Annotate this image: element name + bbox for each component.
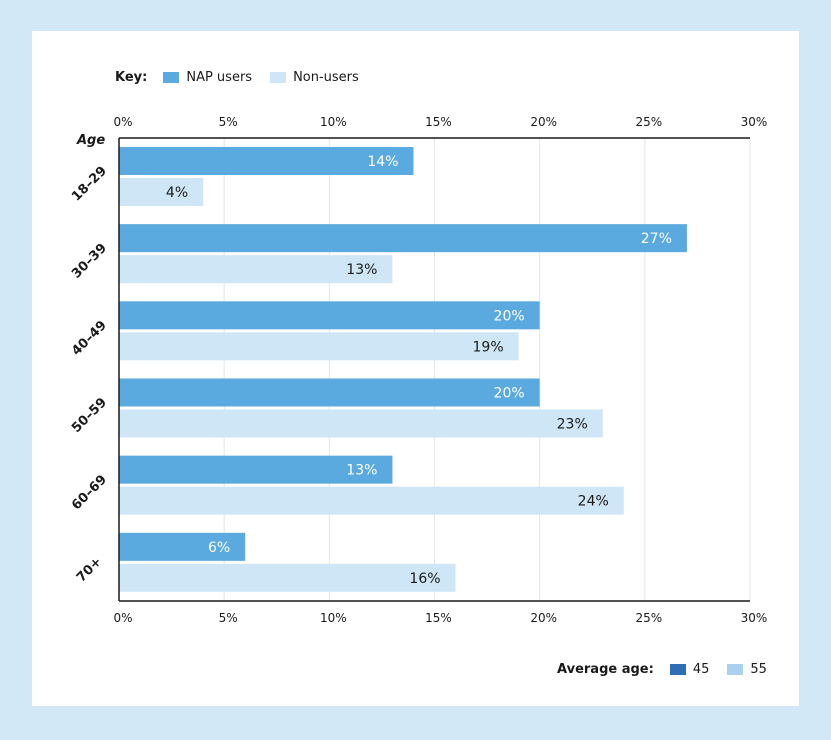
legend-label-nap-users: NAP users — [186, 70, 253, 85]
bar-value-label: 27% — [641, 231, 672, 247]
legend-item-non-users: Non-users — [270, 70, 359, 85]
bar-value-label: 13% — [346, 262, 377, 278]
x-tick-label-top: 15% — [425, 115, 452, 129]
bar-non-users — [119, 178, 204, 206]
bar-nap-users — [119, 224, 687, 253]
bar-non-users — [119, 486, 624, 515]
legend: Key: NAP users Non-users — [115, 70, 377, 85]
average-age-value-non-users: 55 — [750, 662, 767, 677]
average-age-swatch-nap-users — [669, 664, 686, 675]
x-tick-label-bottom: 10% — [320, 611, 347, 625]
chart-card — [32, 31, 799, 706]
average-age-value-nap-users: 45 — [692, 662, 710, 677]
average-age-legend: Average age: 45 55 — [557, 662, 785, 677]
bar-non-users — [119, 563, 456, 592]
bar-value-label: 19% — [473, 339, 504, 355]
bar-value-label: 20% — [494, 386, 525, 402]
x-tick-label-bottom: 5% — [219, 611, 238, 625]
x-tick-label-bottom: 25% — [635, 611, 662, 625]
legend-swatch-non-users — [270, 72, 287, 83]
x-tick-label-top: 10% — [320, 115, 347, 129]
legend-title: Key: — [115, 70, 148, 85]
x-tick-label-bottom: 15% — [425, 611, 452, 625]
bar-non-users — [119, 255, 393, 284]
bar-value-label: 16% — [409, 571, 440, 587]
bar-value-label: 6% — [208, 540, 230, 556]
y-axis-title: Age — [76, 133, 105, 148]
bar-value-label: 4% — [166, 185, 188, 201]
average-age-non-users: 55 — [727, 662, 767, 677]
bar-nap-users — [119, 378, 540, 407]
bar-nap-users — [119, 147, 414, 175]
bar-value-label: 13% — [346, 463, 377, 479]
age-category-label: 18–29 — [69, 164, 110, 205]
bar-value-label: 23% — [557, 417, 588, 433]
bar-nap-users — [119, 532, 246, 561]
age-category-label: 40–49 — [69, 318, 110, 359]
legend-label-non-users: Non-users — [293, 70, 359, 85]
legend-item-nap-users: NAP users — [163, 70, 252, 85]
x-tick-label-bottom: 0% — [113, 611, 132, 625]
average-age-title: Average age: — [557, 662, 654, 677]
x-tick-label-top: 20% — [530, 115, 557, 129]
bar-non-users — [119, 409, 603, 438]
average-age-swatch-non-users — [727, 664, 744, 675]
x-tick-label-top: 25% — [635, 115, 662, 129]
average-age-nap-users: 45 — [669, 662, 710, 677]
bar-value-label: 20% — [494, 308, 525, 324]
legend-swatch-nap-users — [163, 72, 180, 83]
x-tick-label-top: 30% — [741, 115, 768, 129]
bar-non-users — [119, 332, 519, 361]
x-tick-label-top: 0% — [113, 115, 132, 129]
bar-nap-users — [119, 455, 393, 484]
x-tick-label-bottom: 20% — [530, 611, 557, 625]
age-category-label: 30–39 — [69, 241, 110, 282]
bar-nap-users — [119, 301, 540, 330]
x-tick-label-top: 5% — [219, 115, 238, 129]
age-category-label: 60–69 — [69, 472, 110, 513]
x-tick-label-bottom: 30% — [741, 611, 768, 625]
age-category-label: 50–59 — [69, 395, 110, 436]
bar-value-label: 14% — [367, 154, 398, 170]
age-category-label: 70+ — [74, 554, 105, 585]
bar-value-label: 24% — [578, 494, 609, 510]
